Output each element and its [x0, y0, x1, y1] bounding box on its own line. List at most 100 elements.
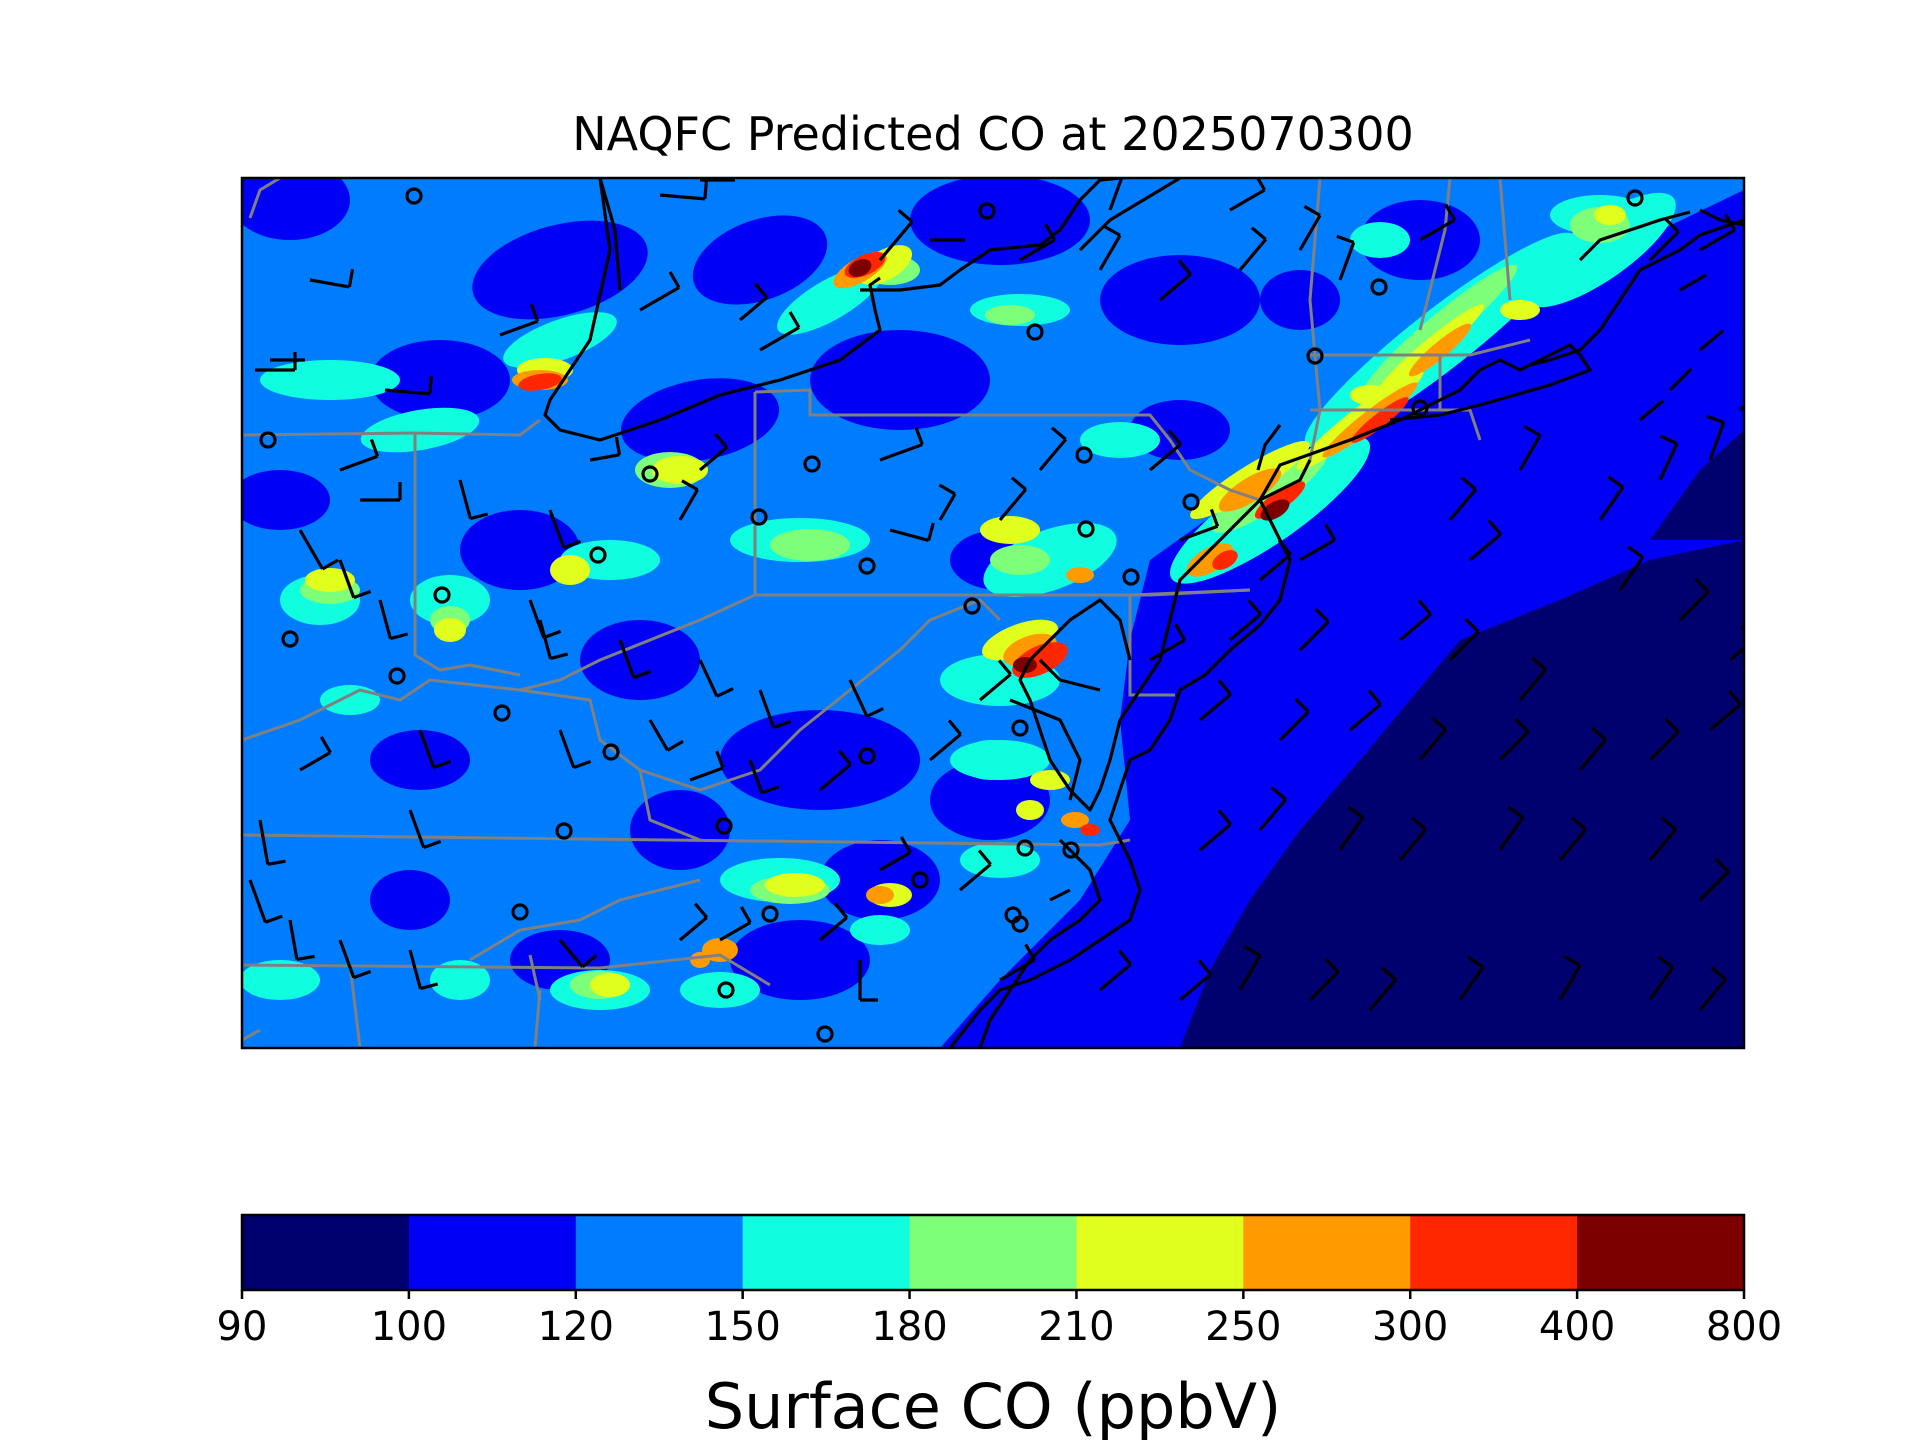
wind-barb — [738, 282, 769, 322]
colorbar-tick-label: 400 — [1539, 1304, 1615, 1350]
wind-barb — [1698, 857, 1730, 902]
wind-barb — [1198, 809, 1232, 852]
co-region — [866, 886, 894, 904]
station-marker — [1011, 915, 1029, 933]
station-marker — [1411, 399, 1429, 417]
wind-barb — [1198, 679, 1232, 722]
colorbar-swatch — [1410, 1215, 1578, 1290]
coastline-segment — [1389, 343, 1592, 422]
coastline-segment — [1078, 178, 1181, 252]
station-marker — [1075, 446, 1093, 464]
wind-barb — [1308, 957, 1340, 1002]
wind-barb — [1336, 234, 1356, 281]
co-region — [410, 575, 490, 625]
station-marker — [511, 903, 529, 921]
co-region — [1260, 270, 1340, 330]
co-region — [360, 407, 480, 453]
wind-barb — [858, 960, 878, 1002]
co-region — [434, 618, 466, 642]
coastline-segment — [1256, 424, 1282, 471]
state-border — [1310, 408, 1482, 441]
wind-barb — [1338, 805, 1365, 851]
station-marker — [911, 871, 929, 889]
station-marker — [259, 431, 277, 449]
station-marker — [388, 667, 406, 685]
state-border — [1128, 588, 1251, 697]
wind-barb — [288, 919, 315, 961]
wind-barb — [458, 479, 489, 521]
state-border — [242, 678, 521, 742]
wind-barb — [1699, 213, 1736, 252]
station-marker — [750, 508, 768, 526]
station-circles — [259, 187, 1644, 1043]
colorbar-tick-label: 90 — [217, 1304, 268, 1350]
co-region — [242, 470, 330, 530]
co-region — [1080, 824, 1100, 836]
co-region — [370, 340, 510, 420]
wind-barb — [1648, 717, 1680, 762]
wind-barb — [1238, 945, 1262, 991]
wind-barb — [618, 639, 652, 680]
wind-barb — [1679, 273, 1707, 292]
state-border — [528, 954, 542, 1001]
colorbar-swatch — [909, 1215, 1077, 1290]
wind-barb — [678, 902, 709, 942]
co-region — [1408, 323, 1472, 377]
wind-barb — [1368, 966, 1397, 1012]
co-region — [960, 842, 1040, 878]
wind-barb — [648, 719, 684, 752]
state-border — [1310, 338, 1531, 357]
wind-barb — [1698, 966, 1727, 1012]
co-region — [848, 259, 872, 277]
wind-barb — [1229, 178, 1266, 212]
wind-barb — [558, 729, 592, 770]
co-region — [550, 555, 590, 585]
coastline-segment — [1009, 698, 1082, 801]
wind-barb — [758, 689, 792, 730]
co-region — [1212, 550, 1238, 570]
wind-barb — [848, 679, 884, 718]
colorbar-swatch — [575, 1215, 744, 1290]
wind-barb — [1448, 476, 1477, 522]
wind-barb — [1518, 656, 1547, 702]
wind-barb — [418, 729, 452, 770]
station-marker — [717, 981, 735, 999]
map-frame — [240, 176, 1746, 1050]
wind-barb — [1038, 426, 1067, 472]
colorbar-tick-label: 300 — [1372, 1304, 1448, 1350]
co-region — [850, 915, 910, 945]
colorbar-swatch — [1243, 1215, 1411, 1290]
co-region — [1066, 567, 1094, 583]
wind-barb — [408, 949, 439, 991]
colorbar-tick-label: 100 — [371, 1304, 447, 1350]
station-marker — [978, 202, 996, 220]
co-region — [980, 516, 1040, 544]
wind-barb — [408, 809, 442, 850]
co-region — [630, 790, 730, 870]
colorbar-swatch — [1076, 1215, 1244, 1290]
wind-barb — [998, 476, 1027, 522]
colorbar-swatch — [742, 1215, 911, 1290]
wind-barb — [1518, 425, 1542, 471]
wind-barb — [1149, 623, 1186, 662]
wind-barb — [338, 939, 372, 980]
wind-barb — [339, 438, 380, 472]
wind-barb — [360, 482, 402, 502]
wind-barb — [1258, 539, 1292, 582]
wind-barb — [1098, 949, 1132, 992]
co-region — [620, 378, 780, 462]
wind-barb — [1419, 203, 1456, 242]
co-region — [370, 730, 470, 790]
wind-barb — [1558, 955, 1582, 1001]
wind-barb — [1648, 217, 1680, 262]
co-region — [652, 456, 708, 484]
station-marker — [1077, 520, 1095, 538]
station-marker — [1016, 839, 1034, 857]
coastline — [543, 178, 1744, 1048]
co-region — [950, 740, 1050, 780]
co-region — [810, 330, 990, 430]
wind-barb — [384, 375, 433, 396]
state-border — [1498, 178, 1512, 301]
colorbar-tick-label: 180 — [871, 1304, 947, 1350]
co-region — [930, 760, 1050, 840]
